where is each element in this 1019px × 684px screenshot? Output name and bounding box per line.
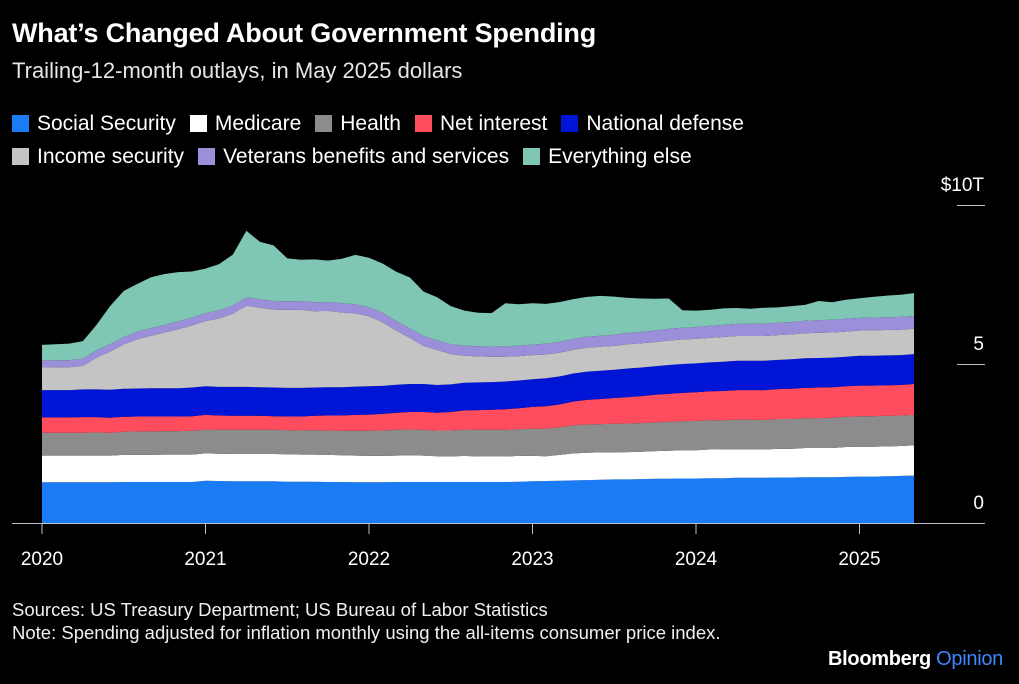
brand-name: Bloomberg (828, 648, 931, 670)
legend-item: Social Security (12, 108, 176, 139)
legend-item: Health (315, 108, 401, 139)
area-health (42, 414, 914, 457)
y-tick-label: 0 (973, 493, 984, 514)
y-tick-label: $10T (941, 175, 985, 196)
sources-note: Sources: US Treasury Department; US Bure… (12, 599, 548, 620)
stacked-areas (42, 230, 914, 523)
area-national-defense (42, 354, 914, 418)
brand-suffix: Opinion (936, 648, 1003, 670)
legend-item: Veterans benefits and services (198, 141, 509, 172)
legend-swatch (12, 148, 29, 165)
x-tick-label: 2021 (184, 549, 226, 570)
chart-legend: Social Security Medicare Health Net interes… (12, 108, 1002, 174)
y-tick-label: 5 (973, 334, 984, 355)
area-veterans-benefits-and-services (42, 297, 914, 368)
legend-item: Income security (12, 141, 184, 172)
legend-label: Social Security (37, 112, 176, 135)
legend-item: Everything else (523, 141, 692, 172)
area-income-security (42, 305, 914, 391)
area-net-interest (42, 384, 914, 433)
legend-label: Veterans benefits and services (223, 145, 510, 168)
legend-label: Everything else (548, 145, 692, 168)
chart-footer: Sources: US Treasury Department; US Bure… (12, 598, 812, 644)
legend-swatch (12, 115, 29, 132)
x-tick-label: 2022 (348, 549, 390, 570)
legend-swatch (315, 115, 333, 132)
legend-swatch (189, 115, 207, 132)
legend-swatch (414, 115, 432, 132)
legend-swatch (198, 148, 216, 165)
legend-item: Medicare (189, 108, 302, 139)
legend-label: Income security (37, 145, 185, 168)
area-medicare (42, 445, 914, 483)
legend-swatch (523, 148, 541, 165)
legend-item: Net interest (414, 108, 548, 139)
x-tick-label: 2020 (21, 549, 63, 570)
legend-label: National defense (586, 112, 744, 135)
x-tick-label: 2025 (838, 549, 880, 570)
brand-logo: Bloomberg Opinion (828, 648, 1003, 671)
x-tick-label: 2023 (511, 549, 553, 570)
chart-subtitle: Trailing-12-month outlays, in May 2025 d… (12, 58, 463, 83)
x-tick-label: 2024 (675, 549, 718, 570)
area-everything-else (42, 230, 914, 361)
axes: 2020 2021 2022 2023 2024 2025 0 5 $10T (12, 175, 985, 570)
legend-label: Net interest (439, 112, 548, 135)
legend-row: Social Security Medicare Health Net interes… (12, 108, 1002, 141)
legend-row: Income security Veterans benefits and ser… (12, 141, 1002, 174)
area-social-security (42, 475, 914, 523)
legend-label: Medicare (214, 112, 302, 135)
methodology-note: Note: Spending adjusted for inflation mo… (12, 622, 721, 643)
legend-item: National defense (561, 108, 744, 139)
chart-title: What’s Changed About Government Spending (12, 18, 596, 48)
legend-label: Health (340, 112, 401, 135)
legend-swatch (561, 115, 579, 132)
